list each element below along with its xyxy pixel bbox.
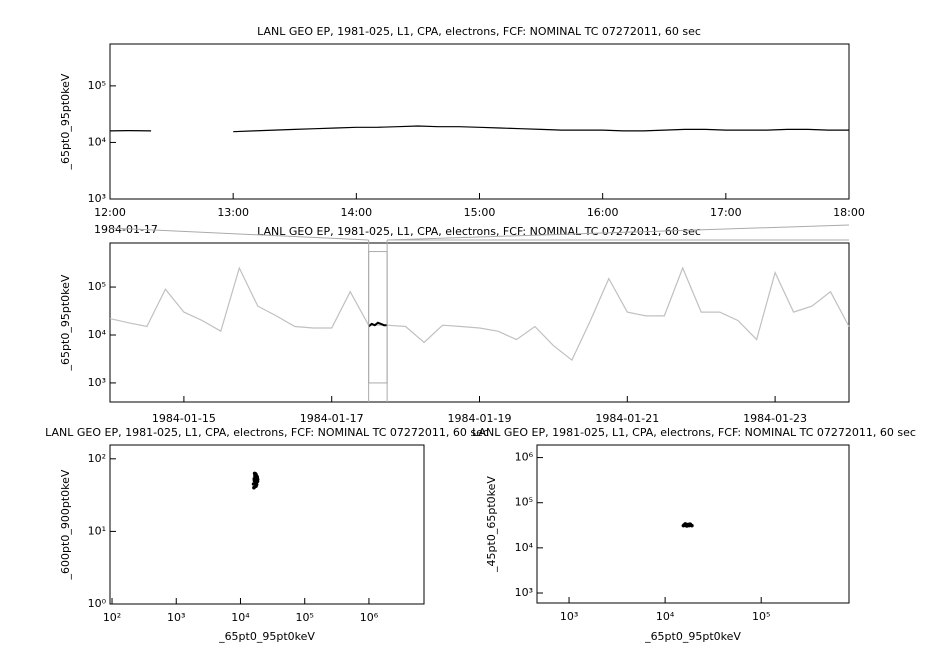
y-tick-label: 10⁵ bbox=[515, 496, 533, 509]
y-axis-label: _45pt0_65pt0keV bbox=[485, 476, 498, 573]
x-tick-label: 1984-01-23 bbox=[743, 412, 807, 425]
data-point bbox=[252, 471, 257, 476]
data-point bbox=[253, 481, 258, 486]
x-tick-label: 10⁴ bbox=[231, 611, 250, 624]
x-tick-label: 1984-01-15 bbox=[152, 412, 216, 425]
y-tick-label: 10³ bbox=[88, 192, 106, 205]
data-point bbox=[682, 523, 687, 527]
data-point bbox=[685, 523, 690, 527]
chart-title: LANL GEO EP, 1981-025, L1, CPA, electron… bbox=[257, 225, 701, 238]
y-axis-label: _65pt0_95pt0keV bbox=[59, 274, 72, 371]
data-point bbox=[254, 484, 258, 488]
x-tick-label: 10² bbox=[103, 611, 121, 624]
x-tick-label: 10³ bbox=[560, 610, 578, 623]
y-tick-label: 10⁵ bbox=[88, 79, 106, 92]
y-tick-label: 10³ bbox=[515, 586, 533, 599]
x-tick-label: 15:00 bbox=[464, 206, 496, 219]
x-tick-label: 10⁵ bbox=[752, 610, 770, 623]
x-tick-label: 10⁴ bbox=[656, 610, 675, 623]
y-axis-label: _65pt0_95pt0keV bbox=[59, 73, 72, 170]
y-axis-label: _600pt0_900pt0keV bbox=[59, 469, 72, 580]
x-tick-label: 10⁶ bbox=[360, 611, 379, 624]
plot-frame bbox=[109, 242, 850, 403]
y-tick-label: 10² bbox=[88, 452, 106, 465]
x-tick-label: 18:00 bbox=[833, 206, 865, 219]
y-tick-label: 10⁶ bbox=[515, 451, 534, 464]
x-tick-label: 17:00 bbox=[710, 206, 742, 219]
zoom-connector bbox=[109, 227, 369, 241]
plot-frame bbox=[109, 444, 425, 605]
chart-title: LANL GEO EP, 1981-025, L1, CPA, electron… bbox=[257, 25, 701, 38]
x-tick-label: 1984-01-17 bbox=[300, 412, 364, 425]
x-tick-label: 14:00 bbox=[340, 206, 372, 219]
x-tick-label: 10³ bbox=[167, 611, 185, 624]
y-tick-label: 10¹ bbox=[88, 524, 106, 537]
y-tick-label: 10⁴ bbox=[88, 328, 107, 341]
chart-title: LANL GEO EP, 1981-025, L1, CPA, electron… bbox=[472, 426, 916, 439]
data-point bbox=[688, 522, 693, 527]
data-line bbox=[109, 266, 850, 362]
y-tick-label: 10³ bbox=[88, 376, 106, 389]
y-tick-label: 10⁰ bbox=[88, 597, 107, 610]
y-tick-label: 10⁴ bbox=[88, 135, 107, 148]
x-tick-label: 1984-01-19 bbox=[448, 412, 512, 425]
data-line bbox=[367, 321, 388, 328]
x-axis-label: _65pt0_95pt0keV bbox=[644, 630, 741, 643]
data-line bbox=[109, 125, 849, 133]
x-axis-label: _65pt0_95pt0keV bbox=[218, 630, 315, 643]
x-tick-label: 13:00 bbox=[217, 206, 249, 219]
y-tick-label: 10⁴ bbox=[515, 541, 534, 554]
x-tick-label: 16:00 bbox=[587, 206, 619, 219]
x-tick-label: 12:00 bbox=[94, 206, 126, 219]
x-tick-label: 10⁵ bbox=[295, 611, 313, 624]
zoom-connector bbox=[387, 224, 850, 241]
y-tick-label: 10⁵ bbox=[88, 280, 106, 293]
chart-title: LANL GEO EP, 1981-025, L1, CPA, electron… bbox=[45, 426, 489, 439]
plot-frame bbox=[109, 43, 850, 200]
zoom-box bbox=[368, 251, 388, 384]
annotation: 1984-01-17 bbox=[94, 223, 158, 236]
plot-frame bbox=[536, 444, 850, 604]
data-point bbox=[253, 476, 257, 481]
x-tick-label: 1984-01-21 bbox=[595, 412, 659, 425]
